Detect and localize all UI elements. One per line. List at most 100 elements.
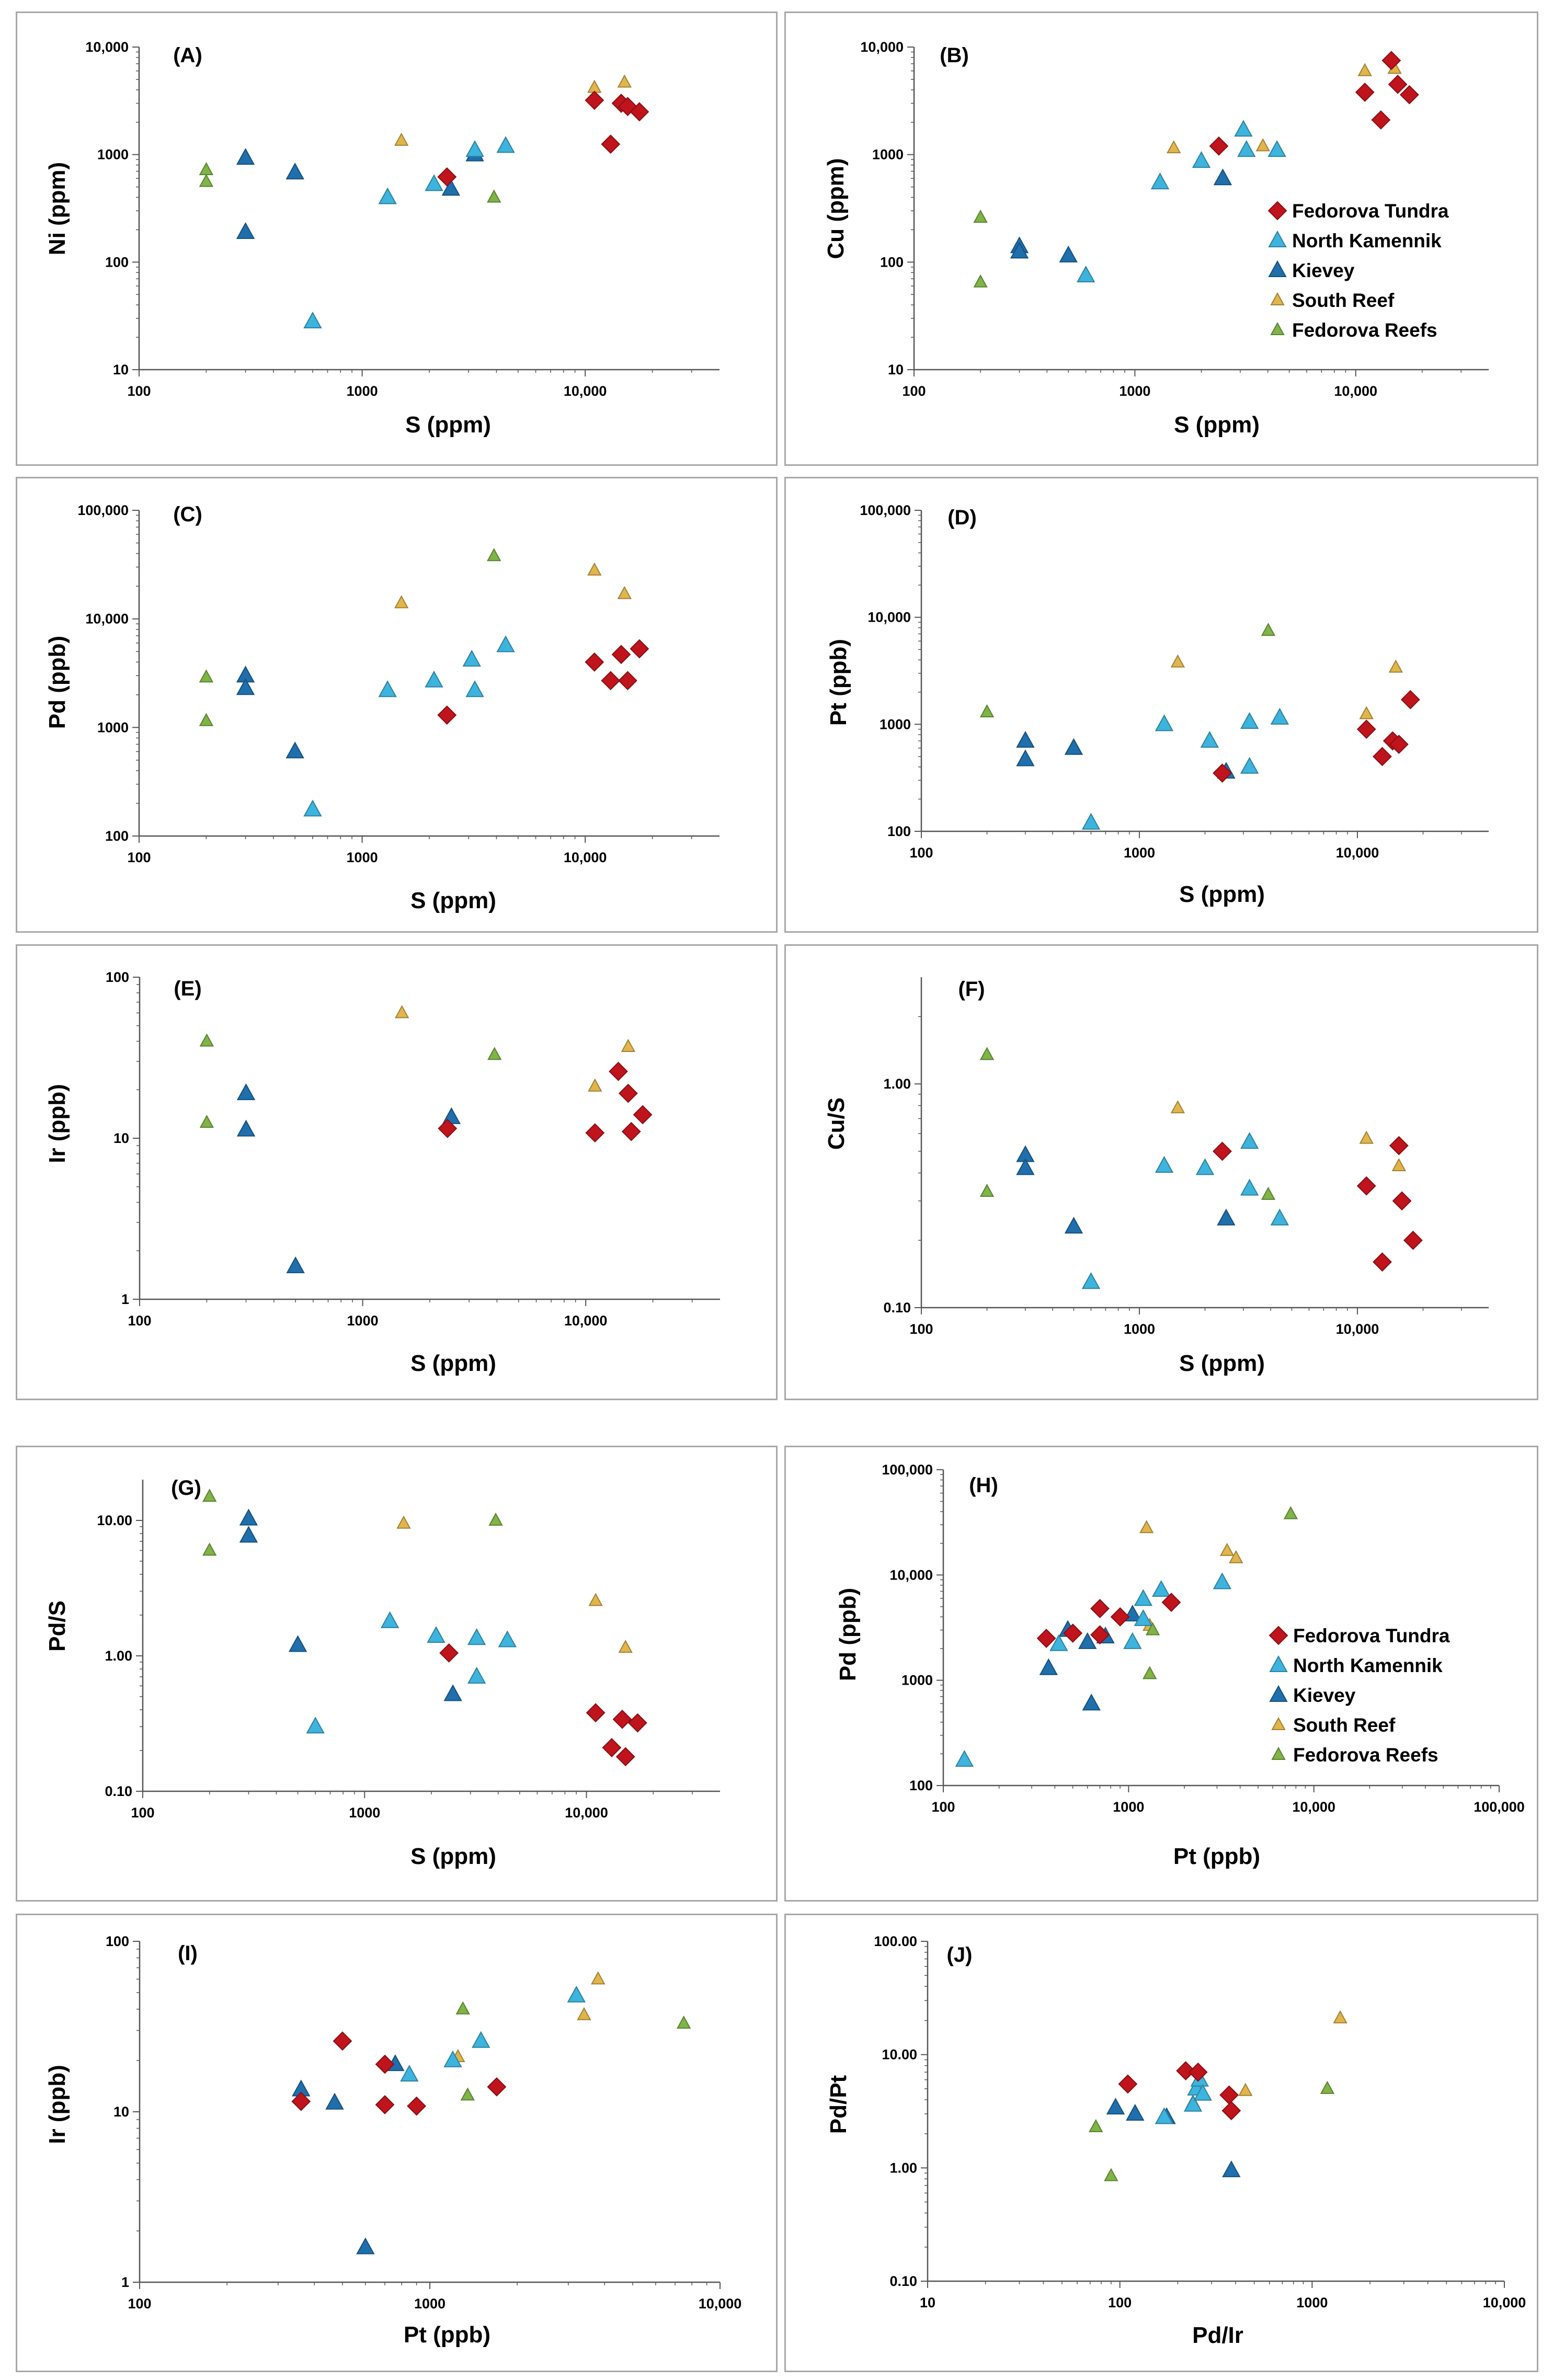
point-kievey: [1217, 1208, 1236, 1226]
point-fedorova-tundra: [1371, 110, 1391, 130]
point-fedorova-tundra: [609, 1061, 628, 1081]
y-axis-title: Cu (ppm): [823, 158, 849, 259]
series-kievey: [236, 1083, 461, 1274]
point-north-kamennik: [1193, 2084, 1212, 2101]
point-fedorova-reefs: [455, 2001, 470, 2015]
y-tick-label: 1.00: [889, 2160, 917, 2176]
legend-marker-kievey: [1268, 260, 1287, 277]
legend: Fedorova Tundra North Kamennik Kievey South…: [1267, 200, 1449, 341]
point-fedorova-tundra: [618, 671, 637, 691]
point-north-kamennik: [1240, 1178, 1259, 1196]
point-kievey: [1126, 2103, 1145, 2121]
point-fedorova-reefs: [487, 548, 501, 562]
point-fedorova-tundra: [601, 671, 621, 691]
chart-c: 100 1000 10,000 100 1000 10,000 100,000 S (ppm)…: [44, 502, 720, 913]
point-kievey: [236, 678, 255, 695]
point-north-kamennik: [1200, 730, 1219, 748]
point-fedorova-tundra: [439, 1643, 459, 1663]
y-tick-label: 1000: [880, 716, 911, 732]
point-north-kamennik: [467, 1628, 486, 1645]
point-north-kamennik: [1270, 1208, 1289, 1226]
point-kievey: [286, 163, 304, 180]
x-tick-label: 1000: [1296, 2295, 1328, 2310]
series-south-reef: [394, 74, 632, 146]
point-north-kamennik: [1081, 813, 1101, 830]
y-tick-label: 10: [113, 362, 129, 377]
point-fedorova-tundra: [601, 134, 621, 154]
point-fedorova-reefs: [487, 189, 501, 203]
y-tick-label: 100: [887, 823, 911, 839]
axes: 100 1000 10,000 100 1000 10,000 100,000: [860, 502, 1489, 861]
point-kievey: [236, 1083, 256, 1101]
point-kievey: [288, 1635, 307, 1652]
x-tick-label: 100: [127, 850, 151, 865]
point-fedorova-reefs: [487, 1047, 502, 1060]
point-kievey: [1039, 1658, 1058, 1675]
series-north-kamennik: [303, 136, 515, 329]
legend-item-kievey: Kievey: [1269, 1685, 1356, 1706]
legend-label: North Kamennik: [1293, 1655, 1443, 1676]
point-south-reef: [1238, 2082, 1253, 2096]
point-fedorova-tundra: [375, 2095, 395, 2114]
series-south-reef: [451, 1971, 606, 2062]
series-north-kamennik: [1076, 120, 1286, 283]
point-north-kamennik: [1123, 1632, 1142, 1649]
point-fedorova-tundra: [630, 102, 649, 122]
x-tick-label: 100: [909, 845, 933, 861]
point-fedorova-reefs: [199, 162, 214, 176]
y-tick-label: 100: [909, 1778, 933, 1793]
point-fedorova-reefs: [199, 713, 214, 726]
panel-e: 100 1000 10,000 1 10 100 S (ppm) Ir (ppb) (E): [16, 944, 778, 1400]
x-tick-label: 1000: [1124, 845, 1155, 861]
point-kievey: [1010, 242, 1029, 259]
y-tick-label: 100.00: [874, 1933, 917, 1949]
point-north-kamennik: [1134, 1609, 1153, 1626]
point-south-reef: [621, 1038, 636, 1052]
x-tick-label: 100: [909, 1321, 933, 1337]
series-fedorova-reefs: [455, 2001, 691, 2101]
y-tick-label: 100,000: [77, 502, 129, 518]
y-tick-label: 1000: [901, 1673, 933, 1688]
point-kievey: [1064, 738, 1083, 755]
point-fedorova-reefs: [202, 1489, 217, 1502]
point-south-reef: [1359, 706, 1374, 719]
panel-j: 10 100 1000 10,000 0.10 1.00 10.00 100.00 Pd/Ir P…: [784, 1914, 1538, 2372]
point-fedorova-tundra: [585, 1123, 605, 1143]
series-north-kamennik: [1081, 707, 1289, 830]
point-fedorova-tundra: [627, 1713, 647, 1733]
y-tick-label: 10: [113, 2104, 129, 2120]
chart-e: 100 1000 10,000 1 10 100 S (ppm) Ir (ppb) (E): [44, 969, 720, 1376]
x-tick-label: 1000: [349, 1805, 380, 1821]
point-north-kamennik: [1192, 151, 1211, 168]
chart-d: 100 1000 10,000 100 1000 10,000 100,000 S (ppm)…: [826, 502, 1489, 907]
panel-label: (E): [174, 977, 201, 1000]
chart-a: 100 1000 10,000 10 100 1000 10,000 S (ppm) Ni (p…: [44, 39, 720, 438]
panel-label: (C): [173, 503, 202, 526]
x-tick-label: 10,000: [564, 850, 607, 865]
point-fedorova-reefs: [460, 2087, 475, 2101]
series-north-kamennik: [303, 635, 515, 817]
x-tick-label: 100: [131, 1805, 154, 1821]
x-axis-title: S (ppm): [410, 1844, 496, 1869]
point-north-kamennik: [378, 680, 397, 697]
point-north-kamennik: [425, 670, 443, 688]
point-fedorova-tundra: [1090, 1599, 1110, 1618]
series-fedorova-reefs: [1089, 2080, 1335, 2181]
legend-marker-kievey: [1269, 1685, 1288, 1702]
point-fedorova-tundra: [1063, 1623, 1083, 1643]
series-fedorova-tundra: [438, 1061, 653, 1143]
point-fedorova-tundra: [437, 705, 457, 725]
point-fedorova-reefs: [199, 1033, 214, 1047]
point-fedorova-reefs: [676, 2015, 691, 2029]
series-south-reef: [394, 562, 632, 609]
point-north-kamennik: [1240, 757, 1259, 774]
point-fedorova-tundra: [1381, 51, 1401, 71]
point-fedorova-tundra: [1118, 2074, 1138, 2094]
point-kievey: [1213, 168, 1232, 186]
point-fedorova-tundra: [1356, 719, 1376, 739]
series-fedorova-tundra: [291, 2031, 507, 2116]
point-south-reef: [1229, 1550, 1243, 1563]
legend-marker-fedorova-tundra: [1267, 201, 1287, 221]
legend-item-fedorova-tundra: Fedorova Tundra: [1267, 200, 1449, 222]
panel-c: 100 1000 10,000 100 1000 10,000 100,000 S (ppm)…: [16, 477, 778, 933]
